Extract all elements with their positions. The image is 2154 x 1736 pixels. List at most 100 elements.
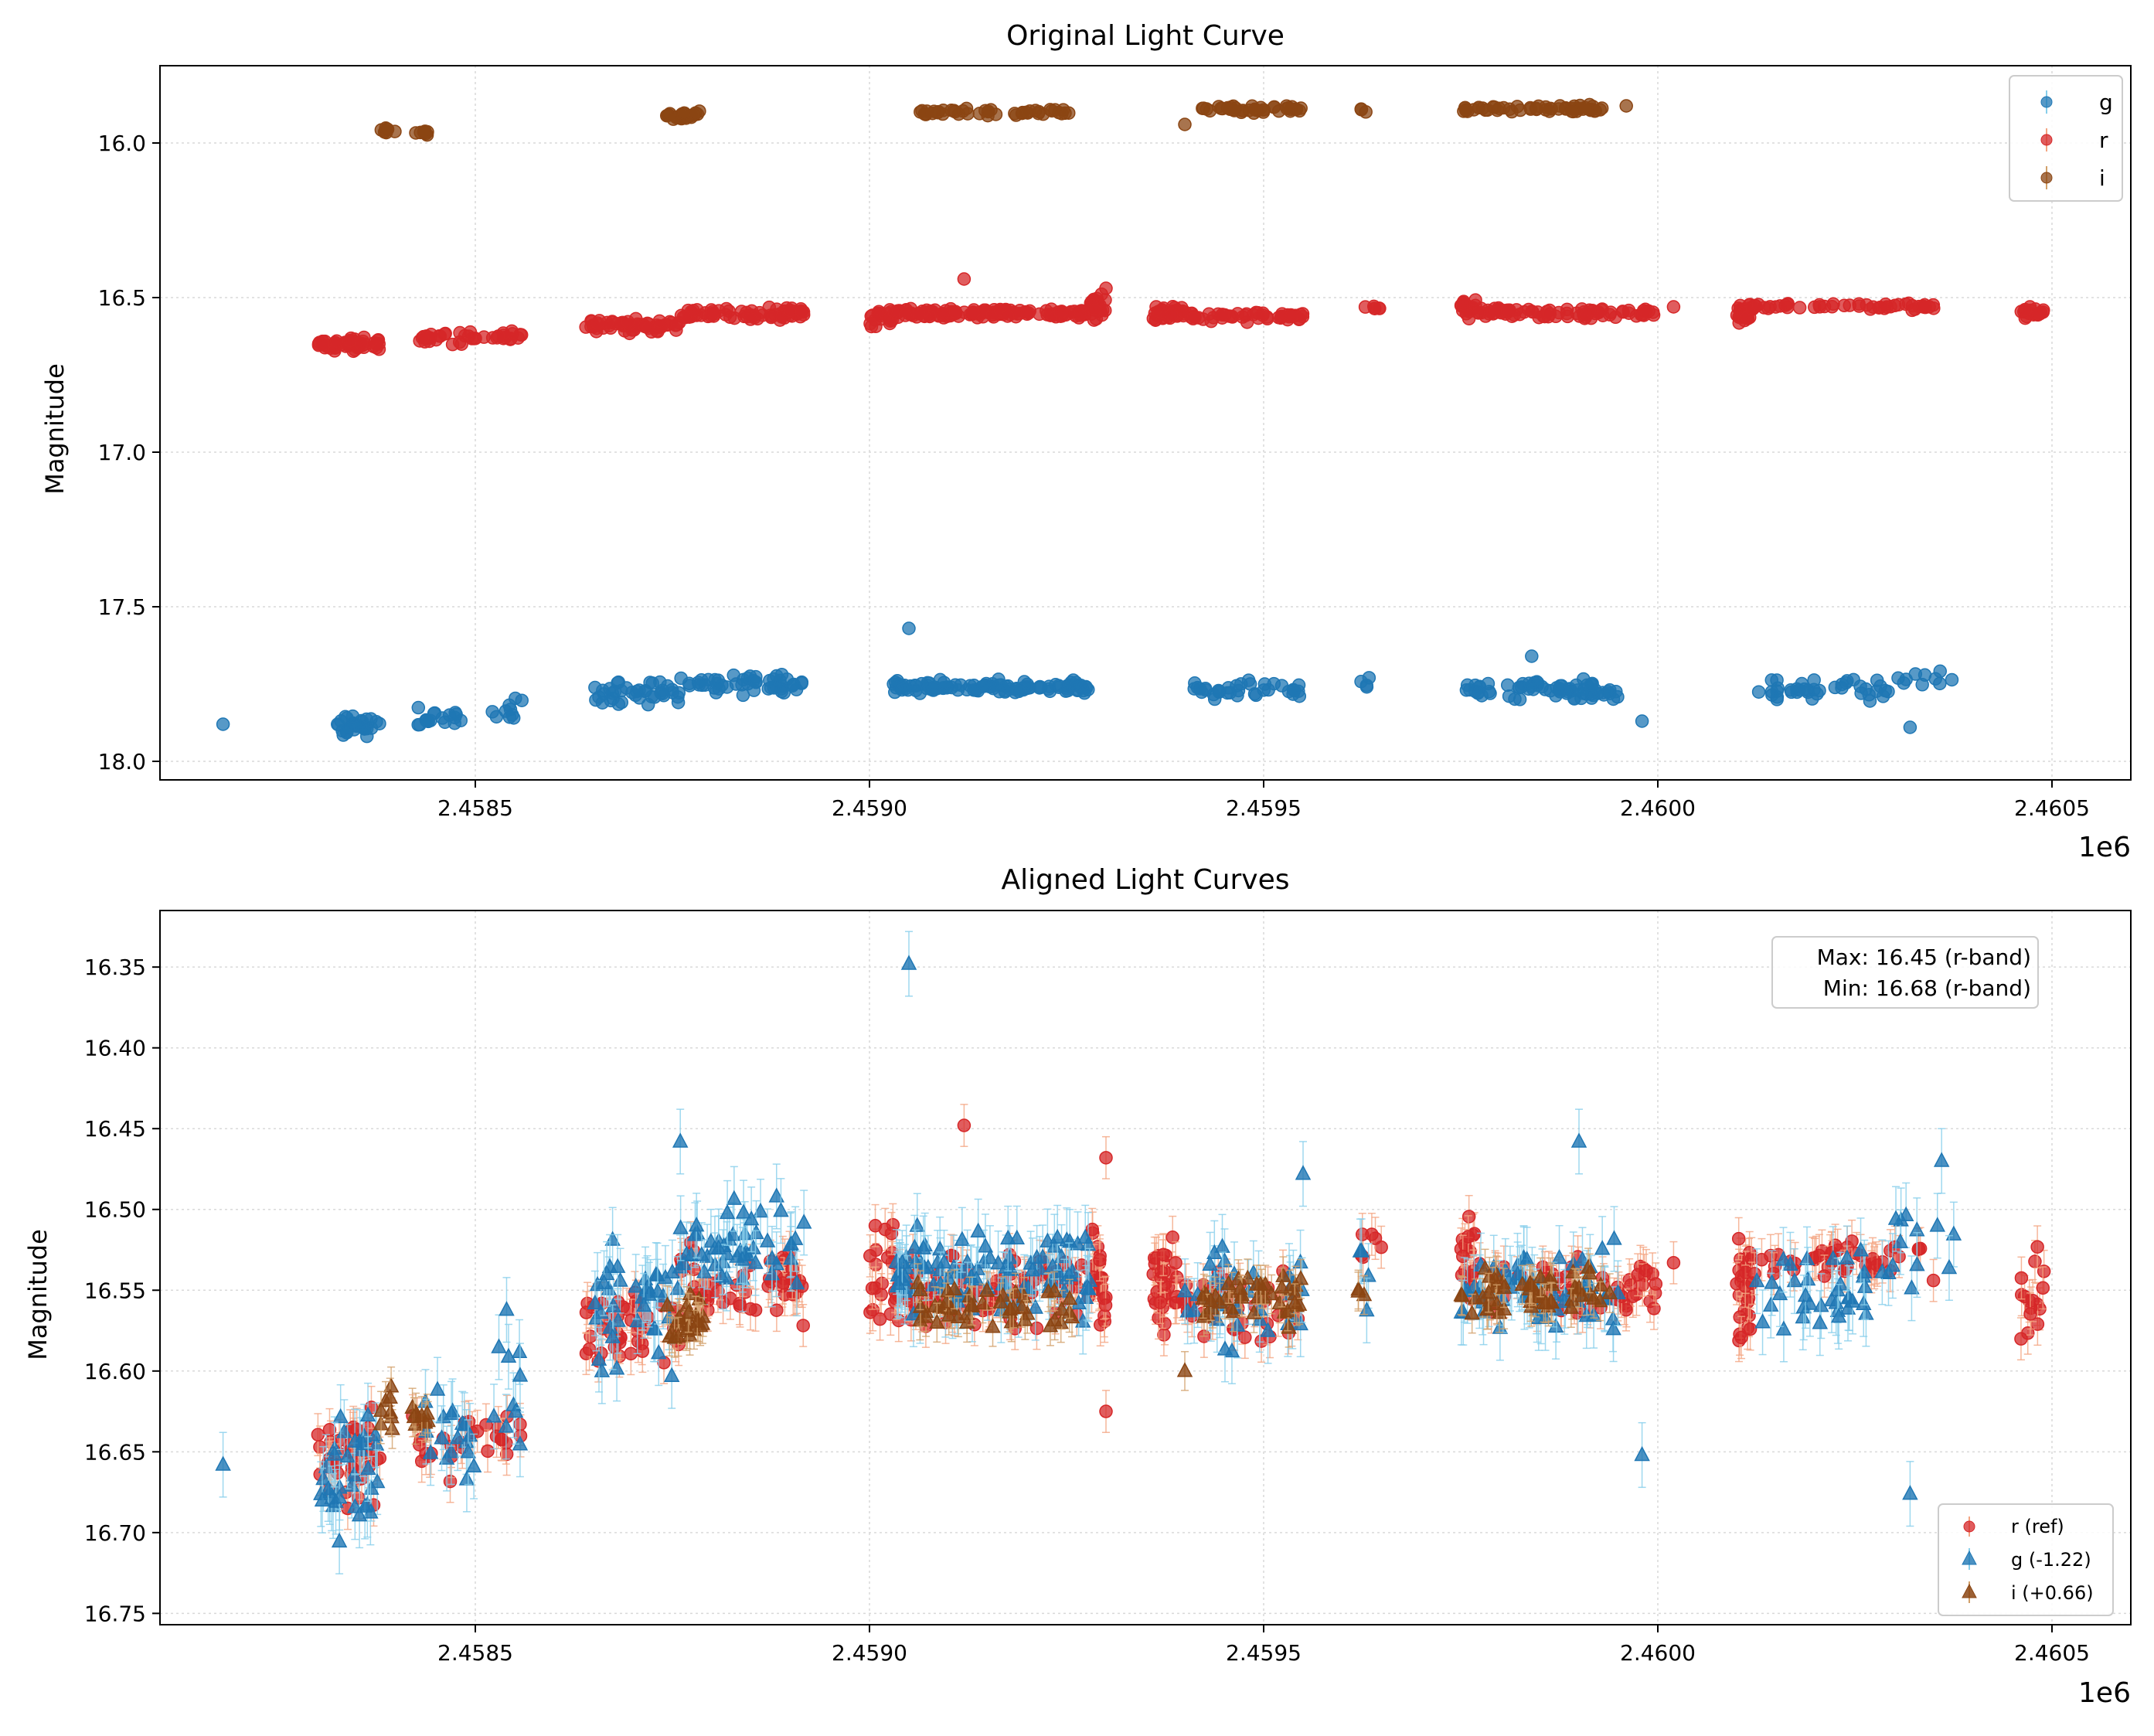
data-point xyxy=(1248,103,1263,117)
data-point xyxy=(511,331,526,345)
data-point xyxy=(1731,1231,1746,1246)
data-point xyxy=(1070,678,1084,693)
data-point xyxy=(1635,714,1649,728)
data-point xyxy=(1903,720,1918,734)
data-point xyxy=(329,334,344,349)
data-point xyxy=(796,1319,810,1333)
data-point xyxy=(1169,1256,1182,1270)
data-point xyxy=(936,107,950,121)
data-point xyxy=(417,125,431,139)
data-point xyxy=(1621,306,1636,320)
data-point xyxy=(1178,117,1192,131)
data-point xyxy=(1933,664,1948,679)
data-point xyxy=(1099,1404,1113,1418)
legend-label: g xyxy=(2099,90,2113,115)
data-point xyxy=(1240,307,1254,322)
data-point xyxy=(1582,303,1597,317)
data-point xyxy=(1462,1210,1476,1224)
data-point xyxy=(715,678,729,693)
data-point xyxy=(1186,311,1200,326)
data-point xyxy=(795,305,809,318)
data-point xyxy=(927,682,941,696)
data-point xyxy=(863,316,877,331)
data-point xyxy=(590,316,604,330)
data-point xyxy=(1015,106,1029,121)
data-point xyxy=(665,682,679,697)
data-point xyxy=(1560,302,1574,317)
data-point xyxy=(1578,100,1592,114)
data-point xyxy=(1770,673,1784,687)
data-point xyxy=(783,303,798,318)
data-point xyxy=(912,307,926,321)
data-point xyxy=(216,717,230,731)
data-point xyxy=(1915,678,1929,692)
data-point xyxy=(1743,1322,1758,1336)
data-point xyxy=(744,312,757,326)
data-point xyxy=(1517,305,1531,319)
data-point xyxy=(898,308,913,322)
data-point xyxy=(1280,101,1294,115)
x-tick-label: 2.4595 xyxy=(1226,795,1302,821)
data-point xyxy=(1285,308,1299,322)
data-point xyxy=(868,1219,883,1233)
data-point xyxy=(481,1444,495,1459)
x-tick-label: 2.4605 xyxy=(2014,795,2090,821)
data-point xyxy=(1492,101,1506,115)
data-point xyxy=(1241,673,1256,687)
data-point xyxy=(1471,686,1485,700)
data-point xyxy=(1817,1269,1832,1283)
data-point xyxy=(1877,301,1891,315)
data-point xyxy=(1502,304,1516,318)
data-point xyxy=(909,683,923,698)
y-tick-label: 16.0 xyxy=(98,131,146,156)
data-point xyxy=(1945,672,1959,687)
data-point xyxy=(369,714,383,729)
data-point xyxy=(1933,676,1947,691)
data-point xyxy=(1221,681,1236,695)
data-point xyxy=(1795,676,1809,691)
data-point xyxy=(720,301,733,316)
data-point xyxy=(1564,104,1579,118)
x-tick-label: 2.4600 xyxy=(1620,795,1696,821)
data-point xyxy=(736,688,750,703)
data-point xyxy=(1666,1255,1681,1270)
data-point xyxy=(1567,692,1581,706)
data-point xyxy=(2028,1254,2042,1268)
data-point xyxy=(1087,313,1101,327)
data-point xyxy=(1785,685,1798,700)
data-point xyxy=(1805,692,1819,706)
data-point xyxy=(343,333,357,348)
y-tick-label: 17.5 xyxy=(98,594,146,620)
data-point xyxy=(1154,1265,1169,1279)
data-point xyxy=(948,104,962,119)
data-point xyxy=(1267,676,1281,691)
data-point xyxy=(641,321,655,335)
data-point xyxy=(315,338,330,352)
data-point xyxy=(1359,678,1374,693)
data-point xyxy=(1619,99,1633,113)
data-point xyxy=(2031,306,2045,321)
data-point xyxy=(582,1342,597,1356)
data-point xyxy=(1543,307,1557,321)
data-point xyxy=(733,1299,747,1313)
data-point xyxy=(489,710,504,724)
plot-area xyxy=(216,97,2050,744)
data-point xyxy=(951,682,965,697)
data-point xyxy=(1012,684,1026,699)
data-point xyxy=(424,713,437,728)
data-point xyxy=(937,676,951,689)
data-point xyxy=(445,337,460,352)
data-point xyxy=(1462,1230,1475,1244)
data-point xyxy=(785,679,800,693)
data-point xyxy=(1596,308,1610,322)
data-point xyxy=(1899,297,1913,311)
data-point xyxy=(966,305,980,319)
data-point xyxy=(652,314,667,328)
data-point xyxy=(1926,1273,1941,1288)
data-point xyxy=(1156,1248,1170,1261)
data-point xyxy=(360,729,374,744)
data-point xyxy=(354,336,369,351)
data-point xyxy=(948,305,963,318)
data-point xyxy=(959,101,974,116)
